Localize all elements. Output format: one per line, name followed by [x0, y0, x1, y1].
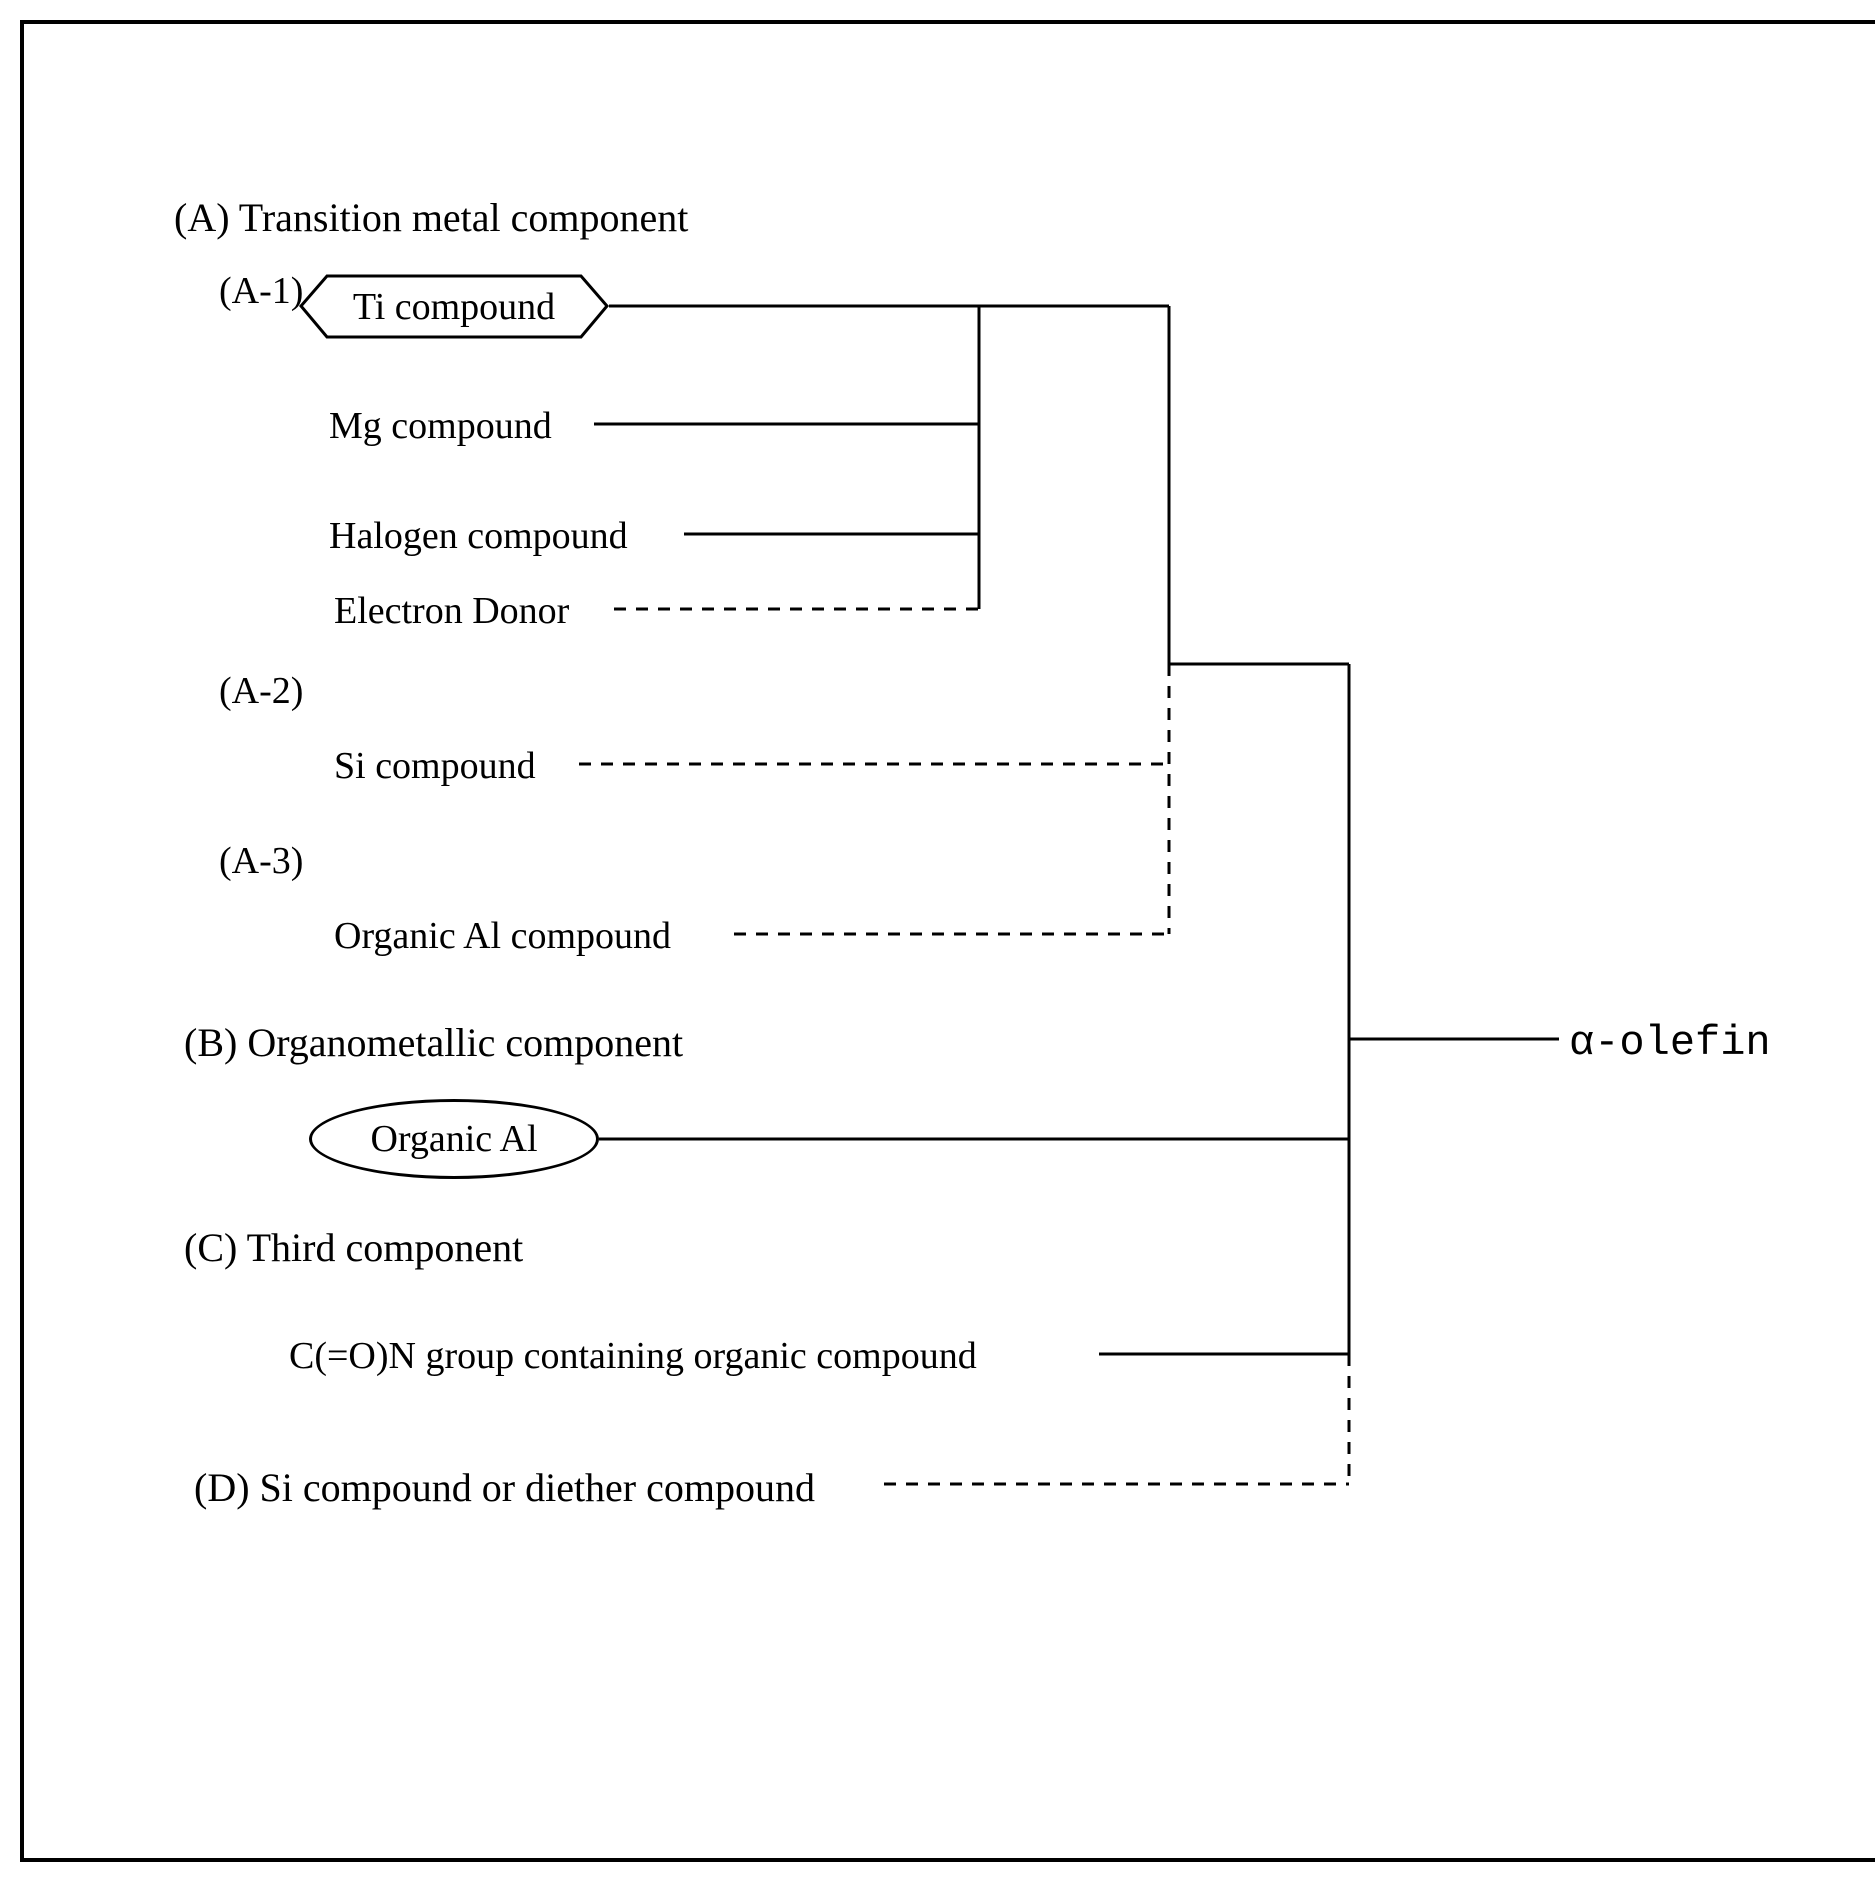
section-a2-label: (A-2) [219, 669, 303, 713]
section-a1-label: (A-1) [219, 269, 303, 313]
section-a-heading: (A) Transition metal component [174, 194, 688, 241]
electron-donor-label: Electron Donor [334, 589, 569, 633]
si-compound-label: Si compound [334, 744, 536, 788]
organic-al-text: Organic Al [370, 1117, 537, 1161]
section-c-heading: (C) Third component [184, 1224, 523, 1271]
section-b-heading: (B) Organometallic component [184, 1019, 683, 1066]
section-a3-label: (A-3) [219, 839, 303, 883]
section-d-label: (D) Si compound or diether compound [194, 1464, 815, 1511]
organic-al-compound-label: Organic Al compound [334, 914, 671, 958]
organic-al-ellipse: Organic Al [309, 1099, 599, 1179]
output-label: α-olefin [1569, 1019, 1771, 1067]
con-group-label: C(=O)N group containing organic compound [289, 1334, 977, 1378]
halogen-compound-label: Halogen compound [329, 514, 628, 558]
mg-compound-label: Mg compound [329, 404, 552, 448]
ti-compound-hexagon: Ti compound [299, 274, 609, 339]
diagram-container: (A) Transition metal component (A-1) Ti … [20, 20, 1875, 1862]
ti-compound-text: Ti compound [353, 285, 555, 329]
